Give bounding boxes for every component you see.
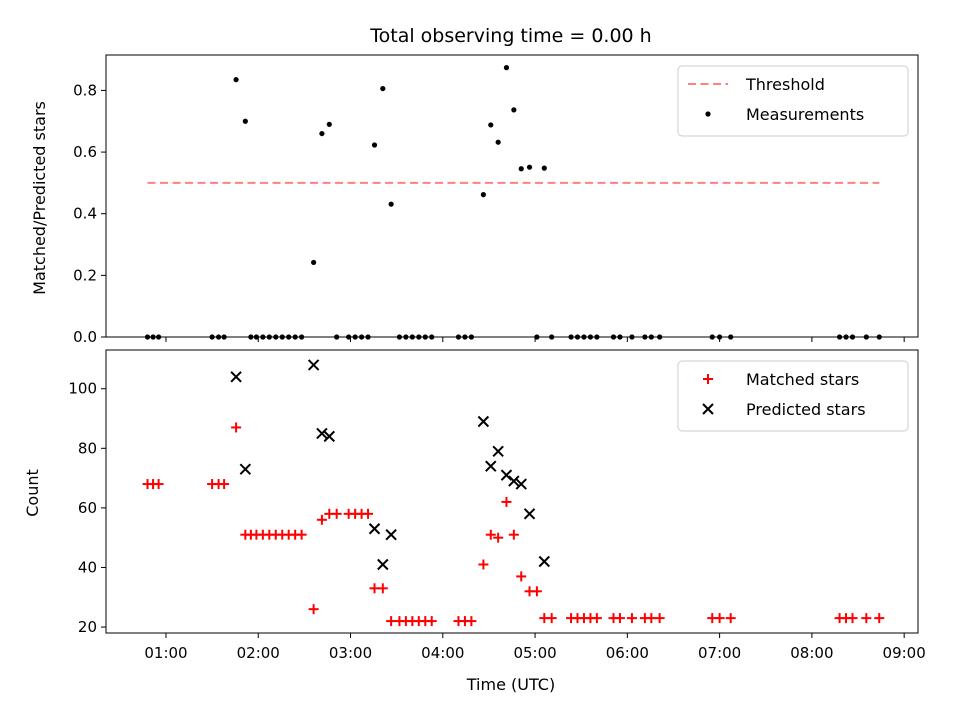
measurement-point: [526, 164, 533, 170]
x-tick-label: 02:00: [237, 644, 280, 662]
top-y-tick-label: 0.4: [73, 205, 97, 223]
predicted-star-point: [515, 478, 527, 490]
measurement-point: [518, 166, 524, 172]
predicted-star-point: [538, 555, 551, 568]
top-y-tick-label: 0.0: [73, 328, 97, 346]
matched-star-point: [654, 613, 665, 624]
measurement-point: [380, 85, 386, 92]
matched-star-point: [493, 532, 504, 543]
bottom-y-tick-label: 40: [78, 558, 97, 576]
legend-label: Predicted stars: [746, 400, 866, 419]
predicted-star-point: [230, 371, 242, 383]
measurement-point: [242, 118, 248, 124]
matched-star-point: [219, 479, 230, 490]
predicted-star-point: [485, 460, 497, 472]
predicted-star-point: [323, 430, 336, 443]
matched-star-point: [861, 613, 872, 624]
top-legend-box: [677, 65, 909, 137]
matched-star-point: [296, 529, 307, 540]
top-axes-frame: [105, 54, 919, 338]
bottom-axes-frame: [105, 349, 919, 634]
bottom-legend-box: [677, 360, 909, 432]
predicted-star-point: [477, 415, 490, 428]
legend-label: Measurements: [746, 105, 864, 124]
measurement-point: [388, 201, 394, 207]
matched-star-point: [485, 529, 496, 540]
matched-star-point: [714, 613, 725, 624]
matched-star-point: [331, 508, 342, 519]
measurement-point: [311, 259, 317, 266]
measurement-point: [371, 142, 378, 148]
legend-label: Threshold: [745, 75, 825, 94]
bottom-y-tick-label: 20: [78, 618, 97, 636]
top-y-axis-label: Matched/Predicted stars: [30, 101, 49, 295]
matched-star-point: [316, 514, 327, 525]
measurement-point: [319, 130, 325, 137]
predicted-star-point: [368, 523, 381, 535]
legend-label: Matched stars: [746, 370, 859, 389]
chart-title: Total observing time = 0.00 h: [369, 25, 651, 47]
top-y-tick-label: 0.6: [73, 143, 97, 161]
top-y-tick-label: 0.8: [73, 81, 97, 99]
matched-star-point: [363, 508, 374, 519]
bottom-y-tick-label: 100: [68, 380, 97, 398]
predicted-star-point: [500, 469, 513, 481]
top-y-tick-label: 0.2: [73, 266, 97, 284]
bottom-y-tick-label: 80: [78, 439, 97, 457]
x-tick-label: 09:00: [883, 644, 926, 662]
matched-star-point: [377, 583, 388, 594]
x-tick-label: 01:00: [144, 644, 187, 662]
x-tick-label: 08:00: [790, 644, 833, 662]
predicted-star-point: [523, 508, 536, 520]
x-tick-label: 03:00: [329, 644, 372, 662]
matched-star-point: [725, 613, 736, 624]
measurement-point: [503, 65, 510, 71]
predicted-star-point: [508, 475, 520, 487]
matched-star-point: [516, 571, 527, 582]
x-tick-label: 07:00: [698, 644, 741, 662]
x-tick-label: 04:00: [421, 644, 464, 662]
matched-star-point: [466, 616, 477, 627]
measurement-point: [495, 139, 501, 145]
matched-star-point: [426, 616, 437, 627]
x-tick-label: 06:00: [606, 644, 649, 662]
measurement-point: [480, 192, 486, 198]
predicted-star-point: [492, 445, 504, 457]
measurement-point: [326, 121, 332, 127]
measurement-point: [541, 165, 547, 171]
matched-star-point: [546, 613, 557, 624]
measurement-point: [488, 122, 494, 128]
bottom-y-tick-label: 60: [78, 499, 97, 517]
x-axis-label: Time (UTC): [466, 675, 555, 694]
top-panel: Matched/Predicted stars 0.0 0.2 0.4 0.6 0.8 T…: [30, 54, 919, 346]
matched-star-point: [614, 613, 625, 624]
legend-x-swatch: [702, 403, 714, 415]
matched-star-point: [531, 586, 542, 597]
matched-star-point: [626, 613, 637, 624]
matched-star-point: [308, 604, 319, 615]
bottom-y-axis-label: Count: [23, 469, 42, 517]
x-tick-label: 05:00: [513, 644, 556, 662]
bottom-data-points: [142, 359, 885, 627]
matched-star-point: [231, 422, 242, 433]
measurement-point: [233, 77, 239, 83]
predicted-star-point: [239, 463, 252, 475]
predicted-star-point: [385, 528, 397, 541]
predicted-star-point: [377, 558, 389, 571]
matched-star-point: [508, 529, 519, 540]
matched-star-point: [501, 496, 512, 507]
matched-star-point: [847, 613, 858, 624]
matched-star-point: [874, 613, 885, 624]
legend-dot-swatch: [705, 111, 711, 117]
matched-star-point: [478, 559, 489, 570]
matched-star-point: [153, 479, 164, 490]
matched-star-point: [591, 613, 602, 624]
measurement-point: [511, 107, 517, 113]
predicted-star-point: [316, 427, 328, 440]
legend-plus-swatch: [703, 374, 713, 384]
bottom-panel: Count Time (UTC) 01:00 02:00 03:00 04:00 05:…: [23, 349, 926, 694]
predicted-star-point: [307, 359, 320, 371]
